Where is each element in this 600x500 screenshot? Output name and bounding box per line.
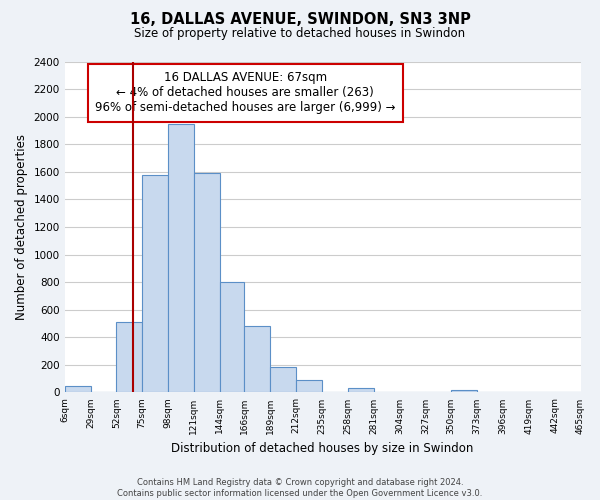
X-axis label: Distribution of detached houses by size in Swindon: Distribution of detached houses by size … — [172, 442, 474, 455]
Bar — [348, 388, 374, 392]
Bar — [451, 390, 477, 392]
Bar — [142, 174, 168, 392]
Text: Contains HM Land Registry data © Crown copyright and database right 2024.
Contai: Contains HM Land Registry data © Crown c… — [118, 478, 482, 498]
Bar — [65, 386, 91, 392]
Bar — [296, 380, 322, 392]
Text: 16, DALLAS AVENUE, SWINDON, SN3 3NP: 16, DALLAS AVENUE, SWINDON, SN3 3NP — [130, 12, 470, 28]
Bar — [194, 173, 220, 392]
Bar — [168, 124, 194, 392]
Text: 16 DALLAS AVENUE: 67sqm
← 4% of detached houses are smaller (263)
96% of semi-de: 16 DALLAS AVENUE: 67sqm ← 4% of detached… — [95, 72, 395, 114]
Y-axis label: Number of detached properties: Number of detached properties — [15, 134, 28, 320]
Bar — [271, 367, 296, 392]
Bar — [244, 326, 271, 392]
Text: Size of property relative to detached houses in Swindon: Size of property relative to detached ho… — [134, 28, 466, 40]
Bar — [116, 322, 142, 392]
Bar — [220, 282, 244, 393]
